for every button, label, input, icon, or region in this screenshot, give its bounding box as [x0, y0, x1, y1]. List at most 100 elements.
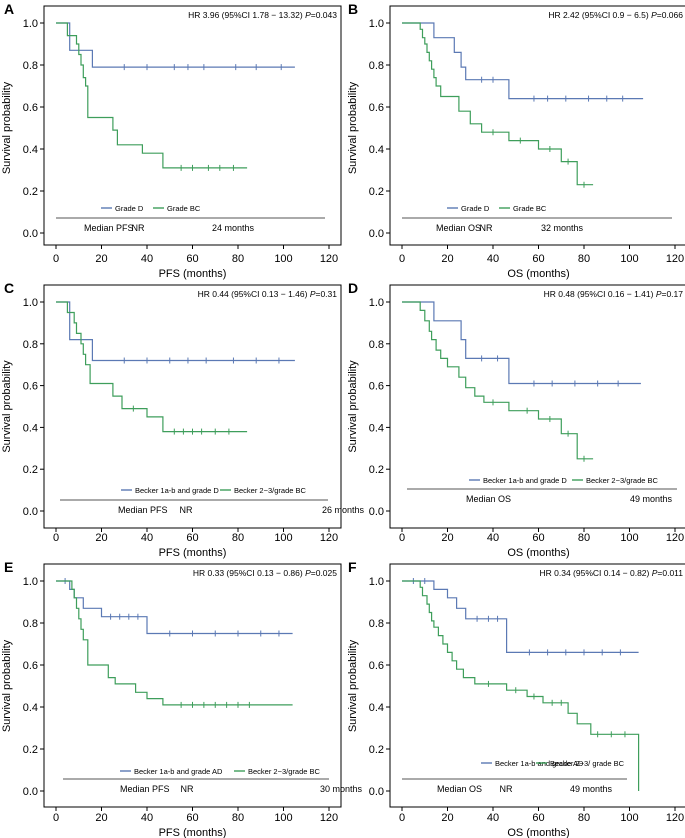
x-tick-label: 80 — [578, 812, 590, 824]
hr-p-value: =0.066 — [657, 10, 684, 20]
x-tick-label: 0 — [53, 532, 59, 544]
km-curve-green — [402, 22, 594, 186]
km-panel-f: F 0.0 0.2 0.4 0.6 0.8 1.0 0 20 40 60 80 100 120 OS (mo… — [347, 559, 685, 838]
median-value-green: 30 months — [320, 784, 363, 794]
y-axis-label: Survival probability — [1, 639, 13, 732]
x-tick-label: 40 — [141, 532, 153, 544]
x-tick-label: 80 — [232, 812, 244, 824]
hr-hr-text: HR 0.48 (95%CI 0.16 − 1.41) — [544, 289, 656, 299]
km-curve-green — [402, 580, 640, 791]
y-tick-label: 1.0 — [23, 297, 38, 309]
x-tick-label: 100 — [274, 812, 292, 824]
legend-label: Becker 2−3/grade BC — [234, 486, 307, 495]
median-value-blue: NR — [480, 223, 493, 233]
x-tick-label: 120 — [666, 253, 684, 265]
y-tick-label: 0.2 — [369, 744, 384, 756]
hr-p-value: =0.011 — [657, 568, 683, 578]
x-axis-label: PFS (months) — [159, 827, 227, 838]
y-tick-label: 0.8 — [369, 339, 384, 351]
x-axis-label: OS (months) — [507, 268, 569, 280]
x-tick-label: 80 — [578, 253, 590, 265]
y-tick-label: 0.2 — [23, 464, 38, 476]
y-tick-label: 0.6 — [23, 381, 38, 393]
y-axis-label: Survival probability — [1, 81, 13, 174]
median-value-green: 24 months — [212, 223, 255, 233]
legend-label: Grade BC — [513, 204, 547, 213]
x-tick-label: 40 — [487, 253, 499, 265]
y-tick-label: 0.6 — [369, 102, 384, 114]
plot-frame — [389, 563, 685, 808]
hr-annotation: HR 0.33 (95%CI 0.13 − 0.86) P=0.025 — [193, 568, 337, 578]
x-tick-label: 0 — [399, 812, 405, 824]
y-tick-label: 0.4 — [369, 702, 384, 714]
x-tick-label: 80 — [578, 532, 590, 544]
km-curve-green — [402, 301, 594, 460]
x-tick-label: 60 — [186, 812, 198, 824]
y-axis-label: Survival probability — [1, 360, 13, 453]
legend-label: Grade D — [461, 204, 490, 213]
hr-p-label: P — [656, 289, 662, 299]
panel-label: D — [348, 280, 358, 296]
hr-p-value: =0.17 — [661, 289, 683, 299]
y-tick-label: 1.0 — [23, 576, 38, 588]
y-tick-label: 0.0 — [369, 786, 384, 798]
km-panel-e: E 0.0 0.2 0.4 0.6 0.8 1.0 0 20 40 60 80 100 120 PFS (m… — [1, 559, 363, 838]
y-axis-label: Survival probability — [347, 639, 359, 732]
median-table-header: Median OS — [466, 494, 511, 504]
hr-annotation: HR 0.48 (95%CI 0.16 − 1.41) P=0.17 — [544, 289, 684, 299]
panel-label: E — [4, 559, 13, 575]
y-tick-label: 0.4 — [23, 422, 38, 434]
km-panel-b: B 0.0 0.2 0.4 0.6 0.8 1.0 0 20 40 60 80 100 120 OS (mo… — [347, 1, 685, 280]
y-tick-label: 0.4 — [369, 422, 384, 434]
median-table-header: Median OS — [437, 784, 482, 794]
hr-hr-text: HR 2.42 (95%CI 0.9 − 6.5) — [548, 10, 651, 20]
x-tick-label: 40 — [141, 812, 153, 824]
median-value-blue: NR — [500, 784, 513, 794]
y-tick-label: 1.0 — [369, 18, 384, 30]
y-axis-label: Survival probability — [347, 360, 359, 453]
y-tick-label: 0.2 — [369, 464, 384, 476]
hr-p-value: =0.025 — [311, 568, 338, 578]
x-tick-label: 60 — [186, 532, 198, 544]
hr-annotation: HR 0.44 (95%CI 0.13 − 1.46) P=0.31 — [198, 289, 338, 299]
km-curve-green — [56, 301, 248, 433]
panel-label: C — [4, 280, 14, 296]
y-tick-label: 0.0 — [23, 786, 38, 798]
median-table-header: Median PFS — [84, 223, 134, 233]
km-curve-green — [56, 22, 248, 169]
km-curve-green — [56, 580, 293, 706]
y-tick-label: 0.6 — [369, 381, 384, 393]
x-tick-label: 0 — [399, 532, 405, 544]
km-panel-a: A 0.0 0.2 0.4 0.6 0.8 1.0 0 20 40 60 80 100 120 PFS (m… — [1, 1, 342, 280]
x-tick-label: 20 — [441, 253, 453, 265]
x-tick-label: 80 — [232, 253, 244, 265]
x-tick-label: 40 — [487, 532, 499, 544]
legend-label: Becker 1a-b and grade AD — [134, 767, 223, 776]
hr-p-label: P — [310, 289, 316, 299]
legend-label: Becker 2−3/grade BC — [248, 767, 321, 776]
y-tick-label: 0.6 — [23, 102, 38, 114]
x-tick-label: 120 — [320, 532, 338, 544]
hr-p-label: P — [652, 568, 658, 578]
km-curve-blue — [56, 22, 295, 68]
km-panel-d: D 0.0 0.2 0.4 0.6 0.8 1.0 0 20 40 60 80 100 120 OS (mo… — [347, 280, 685, 559]
x-tick-label: 100 — [274, 532, 292, 544]
y-tick-label: 0.2 — [23, 186, 38, 198]
x-tick-label: 20 — [95, 532, 107, 544]
y-tick-label: 0.4 — [23, 144, 38, 156]
y-tick-label: 0.0 — [369, 506, 384, 518]
median-table-header: Median OS — [436, 223, 481, 233]
x-tick-label: 120 — [320, 253, 338, 265]
hr-p-value: =0.043 — [311, 10, 338, 20]
km-curve-blue — [402, 580, 639, 653]
x-tick-label: 120 — [320, 812, 338, 824]
x-tick-label: 0 — [53, 812, 59, 824]
panel-label: A — [4, 1, 14, 17]
x-tick-label: 60 — [532, 532, 544, 544]
x-tick-label: 40 — [487, 812, 499, 824]
y-tick-label: 0.2 — [369, 186, 384, 198]
hr-annotation: HR 2.42 (95%CI 0.9 − 6.5) P=0.066 — [548, 10, 683, 20]
y-tick-label: 0.0 — [369, 228, 384, 240]
y-tick-label: 0.6 — [23, 660, 38, 672]
km-curve-blue — [56, 301, 295, 362]
